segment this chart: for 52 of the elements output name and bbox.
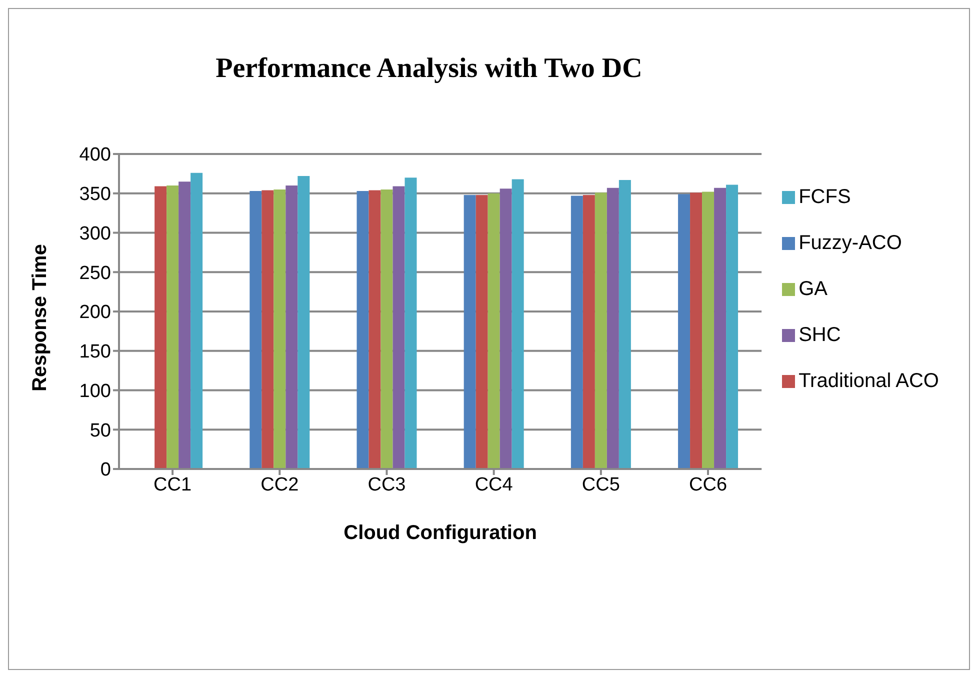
- bar: [404, 178, 417, 469]
- y-tick-label: 400: [79, 144, 111, 166]
- x-tick-label: CC3: [368, 474, 406, 496]
- bar: [190, 172, 203, 469]
- x-tick-label: CC4: [474, 474, 514, 496]
- y-tick-label: 100: [79, 380, 111, 402]
- bar: [368, 190, 381, 469]
- bar: [178, 182, 191, 469]
- y-tick-label: 150: [79, 342, 111, 363]
- x-tick-label: CC5: [582, 474, 620, 496]
- bar: [476, 194, 488, 469]
- y-tick-label: 50: [90, 420, 111, 442]
- y-tick-label: 200: [79, 302, 111, 324]
- bar: [618, 180, 631, 469]
- bar: [594, 192, 607, 469]
- bar: [262, 190, 274, 469]
- bar: [250, 191, 262, 469]
- x-tick-label: CC1: [154, 474, 192, 496]
- legend-label: SHC: [798, 324, 841, 346]
- bar: [606, 188, 619, 469]
- legend-label: FCFS: [798, 186, 851, 208]
- chart-title: Performance Analysis with Two DC: [214, 53, 644, 85]
- legend-label: Traditional ACO: [798, 370, 939, 392]
- bar: [678, 194, 690, 469]
- bar: [512, 179, 524, 469]
- y-axis-title: Response Time: [29, 244, 52, 392]
- bar: [582, 194, 595, 469]
- bar: [298, 176, 310, 469]
- bar: [702, 192, 714, 469]
- y-tick-label: 300: [79, 223, 111, 244]
- x-tick-label: CC2: [260, 474, 299, 496]
- y-tick-label: 250: [79, 262, 111, 284]
- bar: [464, 194, 476, 469]
- legend-label: Fuzzy-ACO: [798, 232, 902, 254]
- x-axis-title: Cloud Configuration: [344, 522, 537, 544]
- bar: [166, 186, 179, 469]
- bar: [392, 186, 405, 469]
- bar: [154, 186, 167, 469]
- bar: [690, 192, 702, 469]
- bar: [274, 189, 286, 469]
- x-tick-label: CC6: [689, 474, 728, 496]
- bar: [714, 188, 726, 469]
- bar: [570, 196, 583, 469]
- bar: [380, 189, 393, 469]
- legend-label: GA: [798, 278, 828, 300]
- bar: [356, 191, 369, 469]
- y-tick-label: 350: [79, 184, 111, 206]
- bar: [500, 188, 512, 469]
- bar: [726, 184, 738, 469]
- y-tick-label: 0: [100, 460, 111, 481]
- bar: [488, 193, 500, 469]
- bar: [286, 186, 298, 469]
